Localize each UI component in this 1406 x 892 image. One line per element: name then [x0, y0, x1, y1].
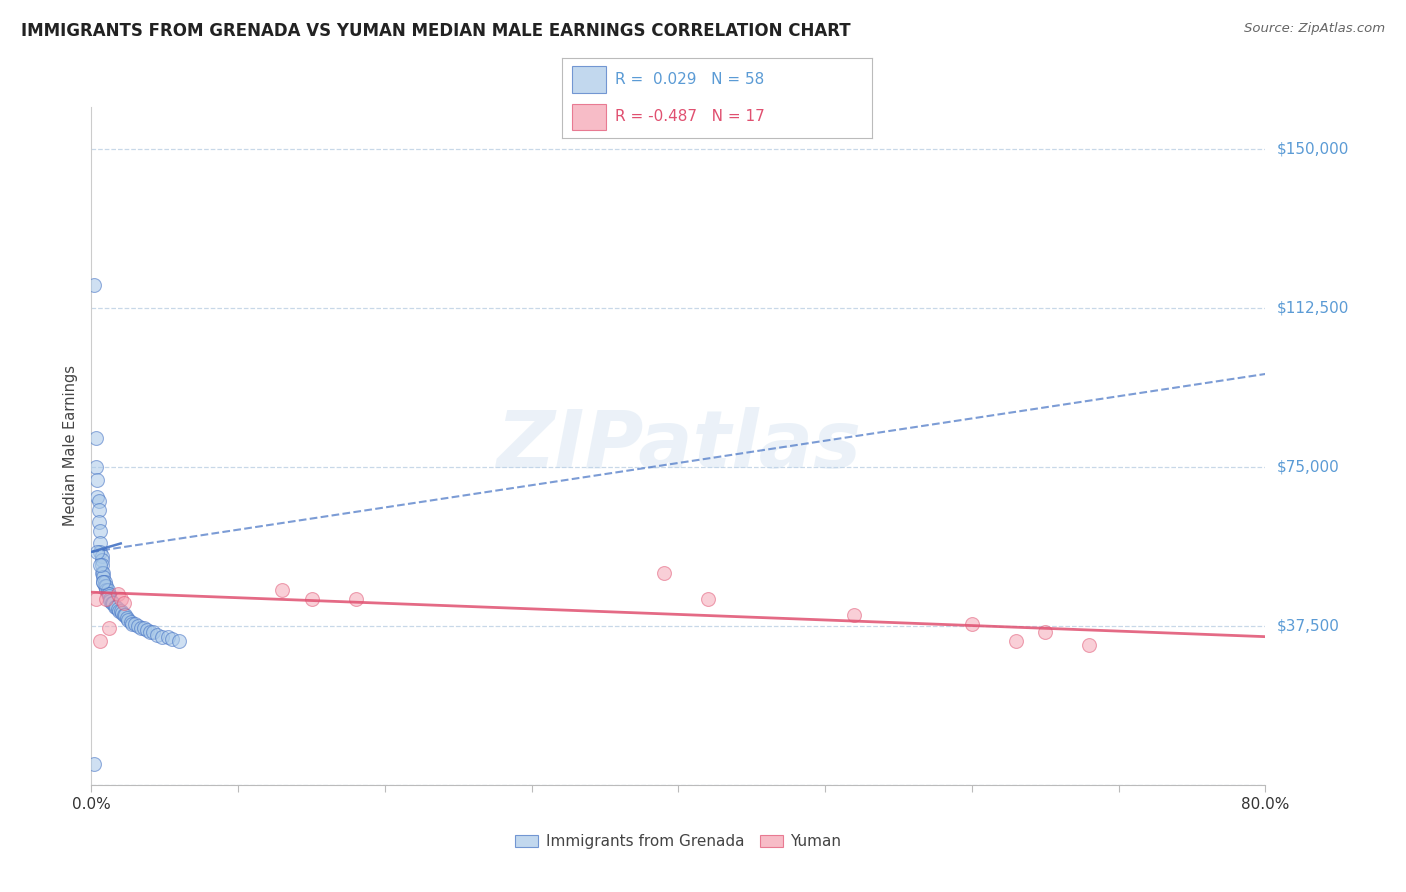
- Point: [89, 536, 111, 550]
- Point: [98, 590, 121, 604]
- Point: [114, 608, 136, 623]
- Text: R = -0.487   N = 17: R = -0.487 N = 17: [614, 109, 765, 124]
- Point: [91, 570, 114, 584]
- Point: [91, 566, 114, 581]
- Point: [696, 591, 718, 606]
- Point: [93, 579, 115, 593]
- Point: [344, 591, 367, 606]
- Point: [91, 574, 114, 589]
- Point: [111, 607, 134, 621]
- Point: [301, 591, 323, 606]
- Point: [98, 587, 121, 601]
- Point: [100, 591, 122, 606]
- Point: [84, 591, 107, 606]
- Point: [100, 593, 122, 607]
- Bar: [572, 66, 606, 93]
- Point: [110, 591, 132, 606]
- Point: [90, 558, 112, 572]
- Text: $75,000: $75,000: [1277, 459, 1340, 475]
- Point: [89, 524, 111, 538]
- Point: [134, 621, 156, 635]
- Point: [120, 615, 142, 629]
- Point: [129, 621, 152, 635]
- Point: [84, 430, 107, 444]
- Point: [117, 613, 139, 627]
- Point: [160, 632, 183, 646]
- Point: [101, 596, 124, 610]
- Text: $112,500: $112,500: [1277, 301, 1348, 316]
- Point: [156, 630, 179, 644]
- Point: [844, 608, 866, 623]
- Point: [83, 756, 105, 771]
- Legend: Immigrants from Grenada, Yuman: Immigrants from Grenada, Yuman: [509, 828, 848, 855]
- Text: Source: ZipAtlas.com: Source: ZipAtlas.com: [1244, 22, 1385, 36]
- Point: [127, 619, 149, 633]
- Point: [86, 473, 108, 487]
- Point: [1078, 638, 1101, 652]
- Point: [93, 574, 115, 589]
- Point: [1033, 625, 1056, 640]
- Point: [115, 610, 138, 624]
- Point: [121, 617, 143, 632]
- Y-axis label: Median Male Earnings: Median Male Earnings: [63, 366, 79, 526]
- Text: $150,000: $150,000: [1277, 142, 1348, 157]
- Point: [136, 624, 159, 638]
- Point: [87, 515, 110, 529]
- Point: [103, 596, 125, 610]
- Bar: [572, 103, 606, 130]
- Point: [1005, 633, 1028, 648]
- Point: [94, 583, 117, 598]
- Point: [108, 604, 131, 618]
- Point: [94, 591, 117, 606]
- Point: [94, 579, 117, 593]
- Point: [112, 596, 135, 610]
- Point: [96, 587, 118, 601]
- Point: [89, 633, 111, 648]
- Point: [271, 583, 294, 598]
- Point: [960, 617, 983, 632]
- Point: [86, 490, 108, 504]
- Point: [87, 502, 110, 516]
- Point: [124, 617, 146, 632]
- Point: [150, 630, 173, 644]
- Point: [90, 549, 112, 564]
- Point: [96, 583, 118, 598]
- Point: [107, 587, 129, 601]
- Point: [169, 633, 191, 648]
- Point: [110, 604, 132, 618]
- Text: $37,500: $37,500: [1277, 618, 1340, 633]
- Point: [146, 627, 169, 641]
- Point: [104, 599, 127, 614]
- Text: ZIPatlas: ZIPatlas: [496, 407, 860, 485]
- Point: [105, 599, 128, 614]
- Point: [107, 602, 129, 616]
- Point: [90, 566, 112, 581]
- Point: [91, 574, 114, 589]
- Point: [652, 566, 675, 581]
- Point: [87, 494, 110, 508]
- Point: [142, 625, 165, 640]
- Point: [98, 621, 121, 635]
- Point: [89, 558, 111, 572]
- Point: [90, 553, 112, 567]
- Point: [83, 277, 105, 292]
- Text: R =  0.029   N = 58: R = 0.029 N = 58: [614, 71, 765, 87]
- Point: [84, 460, 107, 475]
- Text: IMMIGRANTS FROM GRENADA VS YUMAN MEDIAN MALE EARNINGS CORRELATION CHART: IMMIGRANTS FROM GRENADA VS YUMAN MEDIAN …: [21, 22, 851, 40]
- Point: [139, 625, 162, 640]
- Point: [86, 545, 108, 559]
- Point: [89, 545, 111, 559]
- Point: [112, 608, 135, 623]
